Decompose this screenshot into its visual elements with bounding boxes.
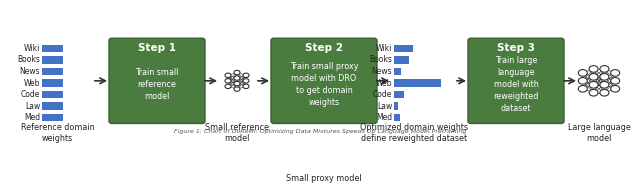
Circle shape (589, 66, 598, 72)
Circle shape (330, 156, 336, 160)
Circle shape (579, 70, 588, 76)
FancyBboxPatch shape (42, 56, 63, 64)
Circle shape (600, 89, 609, 96)
Circle shape (225, 73, 231, 78)
Circle shape (243, 73, 249, 78)
Circle shape (611, 78, 620, 84)
Text: Books: Books (17, 56, 40, 64)
Text: Optimized domain weights
define reweighted dataset: Optimized domain weights define reweight… (360, 123, 468, 143)
Circle shape (321, 147, 327, 152)
Text: Med: Med (24, 113, 40, 122)
FancyBboxPatch shape (42, 91, 63, 98)
Circle shape (600, 74, 609, 80)
Text: Law: Law (25, 102, 40, 111)
Circle shape (321, 159, 327, 163)
Text: Step 2: Step 2 (305, 43, 343, 53)
FancyBboxPatch shape (394, 68, 401, 75)
Circle shape (579, 78, 588, 84)
Text: Code: Code (20, 90, 40, 99)
Circle shape (321, 164, 327, 169)
Text: Step 3: Step 3 (497, 43, 535, 53)
Circle shape (234, 87, 240, 91)
Circle shape (234, 70, 240, 75)
Circle shape (330, 161, 336, 166)
Text: Wiki: Wiki (376, 44, 392, 53)
FancyBboxPatch shape (394, 56, 410, 64)
Text: Small reference
model: Small reference model (205, 123, 269, 143)
Circle shape (225, 79, 231, 83)
FancyBboxPatch shape (394, 91, 404, 98)
Circle shape (600, 82, 609, 88)
FancyBboxPatch shape (42, 114, 63, 121)
Circle shape (321, 153, 327, 157)
Circle shape (312, 156, 318, 160)
Text: Wiki: Wiki (24, 44, 40, 53)
FancyBboxPatch shape (271, 38, 377, 123)
Circle shape (611, 85, 620, 92)
Circle shape (234, 81, 240, 86)
Circle shape (589, 82, 598, 88)
Circle shape (225, 84, 231, 89)
Text: News: News (19, 67, 40, 76)
Circle shape (600, 66, 609, 72)
Circle shape (243, 79, 249, 83)
Text: Code: Code (372, 90, 392, 99)
FancyBboxPatch shape (394, 102, 398, 110)
Text: Books: Books (369, 56, 392, 64)
FancyBboxPatch shape (42, 68, 63, 75)
Text: Step 1: Step 1 (138, 43, 176, 53)
Circle shape (312, 150, 318, 155)
Text: Train large
language
model with
reweighted
dataset: Train large language model with reweight… (493, 56, 539, 113)
Circle shape (611, 70, 620, 76)
Circle shape (330, 150, 336, 155)
Circle shape (234, 76, 240, 80)
FancyBboxPatch shape (394, 45, 413, 52)
Circle shape (312, 161, 318, 166)
Text: Med: Med (376, 113, 392, 122)
Text: Small proxy model: Small proxy model (286, 174, 362, 183)
FancyBboxPatch shape (394, 114, 399, 121)
FancyBboxPatch shape (42, 79, 63, 87)
Text: Web: Web (376, 79, 392, 88)
Text: Figure 1: Chart of DoReMi: Optimizing Data Mixtures Speeds Up Language Model Pre: Figure 1: Chart of DoReMi: Optimizing Da… (174, 129, 466, 134)
Text: News: News (371, 67, 392, 76)
Text: Web: Web (24, 79, 40, 88)
FancyBboxPatch shape (394, 79, 441, 87)
FancyBboxPatch shape (468, 38, 564, 123)
Circle shape (589, 74, 598, 80)
Circle shape (589, 89, 598, 96)
FancyBboxPatch shape (109, 38, 205, 123)
FancyBboxPatch shape (42, 102, 63, 110)
Text: Train small proxy
model with DRO
to get domain
weights: Train small proxy model with DRO to get … (290, 62, 358, 107)
FancyBboxPatch shape (42, 45, 63, 52)
Text: Train small
reference
model: Train small reference model (135, 68, 179, 101)
Circle shape (579, 85, 588, 92)
Text: Reference domain
weights: Reference domain weights (20, 123, 94, 143)
Text: Law: Law (377, 102, 392, 111)
Circle shape (243, 84, 249, 89)
Text: Large language
model: Large language model (568, 123, 630, 143)
